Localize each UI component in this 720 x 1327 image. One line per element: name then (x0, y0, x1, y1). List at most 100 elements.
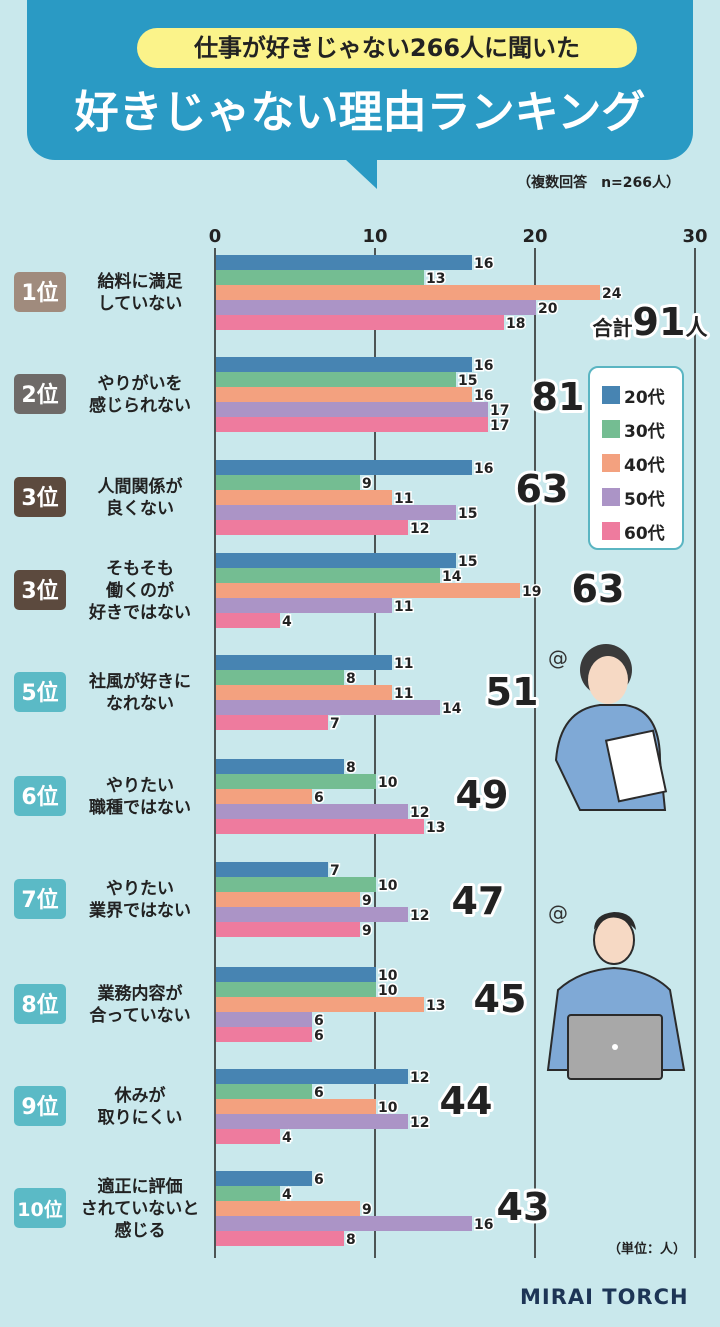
category-label: 感じる (115, 1220, 166, 1241)
bar-value-label: 14 (442, 569, 462, 585)
bar (216, 315, 504, 330)
category-label: 合っていない (89, 1005, 190, 1026)
bar-value-label: 19 (522, 584, 541, 600)
illustrations: @ @ (546, 644, 686, 1080)
bar (216, 598, 392, 613)
bar-value-label: 24 (602, 286, 622, 302)
x-tick-label: 30 (682, 226, 707, 247)
bar-value-label: 11 (394, 686, 413, 702)
bar (216, 997, 424, 1012)
bar-value-label: 10 (378, 968, 398, 984)
category-label: していない (98, 294, 183, 314)
bar (216, 1186, 280, 1201)
total-label: 51 (486, 670, 539, 714)
bar (216, 300, 536, 315)
rank-badge (14, 272, 66, 312)
bar (216, 774, 376, 789)
header-banner: 仕事が好きじゃない266人に聞いた 好きじゃない理由ランキング (27, 0, 693, 160)
worried-man-illustration: @ (546, 901, 686, 1080)
category-label: 業務内容が (98, 983, 183, 1004)
bar-value-label: 9 (362, 923, 372, 939)
bar-value-label: 12 (410, 805, 429, 821)
total-label: 合計91人 (593, 300, 708, 344)
x-tick-label: 20 (522, 226, 547, 247)
bar-value-label: 16 (474, 358, 493, 374)
legend-label: 20代 (624, 387, 665, 408)
bar-value-label: 9 (362, 893, 372, 909)
bar (216, 715, 328, 730)
category-label: 業界ではない (89, 900, 191, 921)
bar-value-label: 15 (458, 373, 477, 389)
legend-swatch (602, 420, 620, 438)
category-label: 感じられない (89, 395, 191, 416)
svg-text:@: @ (548, 901, 568, 925)
bar (216, 1099, 376, 1114)
legend-item: 30代 (602, 412, 682, 446)
bar (216, 460, 472, 475)
svg-text:@: @ (548, 646, 568, 670)
rank-badge (14, 984, 66, 1024)
rank-label: 6位 (21, 784, 58, 810)
total-label: 81 (532, 375, 585, 419)
bar (216, 613, 280, 628)
bar (216, 1084, 312, 1099)
legend-item: 20代 (602, 378, 682, 412)
bar (216, 877, 376, 892)
bar-value-label: 4 (282, 1130, 292, 1146)
bar (216, 1027, 312, 1042)
category-label: やりたい (106, 776, 174, 796)
bar (216, 568, 440, 583)
total-label: 47 (452, 879, 505, 923)
bar-value-label: 13 (426, 820, 445, 836)
bar-value-label: 10 (378, 775, 398, 791)
bar (216, 804, 408, 819)
bar-value-label: 8 (346, 671, 356, 687)
bar-value-label: 16 (474, 388, 493, 404)
rank-label: 7位 (21, 887, 58, 913)
bar-value-label: 6 (314, 1013, 324, 1029)
bar-value-label: 11 (394, 491, 413, 507)
x-tick-label: 10 (362, 226, 387, 247)
rank-badge (14, 1188, 66, 1228)
rank-badge (14, 879, 66, 919)
category-label: 休みが (114, 1085, 166, 1106)
total-label: 63 (572, 567, 625, 611)
bar-value-label: 4 (282, 1187, 292, 1203)
category-label: やりがいを (98, 373, 183, 394)
rank-label: 3位 (21, 578, 58, 604)
total-label: 49 (456, 773, 509, 817)
total-label: 45 (474, 977, 527, 1021)
bar (216, 1171, 312, 1186)
bar (216, 685, 392, 700)
rank-badge (14, 477, 66, 517)
logo: MIRAI TORCH (520, 1285, 689, 1309)
bar-value-label: 15 (458, 506, 477, 522)
bar (216, 1069, 408, 1084)
legend-item: 50代 (602, 480, 682, 514)
legend-swatch (602, 454, 620, 472)
bar-value-label: 10 (378, 1100, 398, 1116)
unit-label: （単位：人） (608, 1242, 687, 1257)
bar-value-label: 6 (314, 1085, 324, 1101)
rank-label: 10位 (17, 1198, 62, 1221)
bar (216, 1201, 360, 1216)
legend-label: 40代 (624, 455, 665, 476)
bar (216, 417, 488, 432)
bar-value-label: 4 (282, 614, 292, 630)
bar (216, 583, 520, 598)
bar (216, 1231, 344, 1246)
bar (216, 505, 456, 520)
bar (216, 357, 472, 372)
category-label: やりたい (106, 879, 174, 899)
page-title: 好きじゃない理由ランキング (74, 87, 646, 138)
bar (216, 387, 472, 402)
bar-value-label: 17 (490, 418, 509, 434)
bar-value-label: 6 (314, 790, 324, 806)
bar (216, 1129, 280, 1144)
